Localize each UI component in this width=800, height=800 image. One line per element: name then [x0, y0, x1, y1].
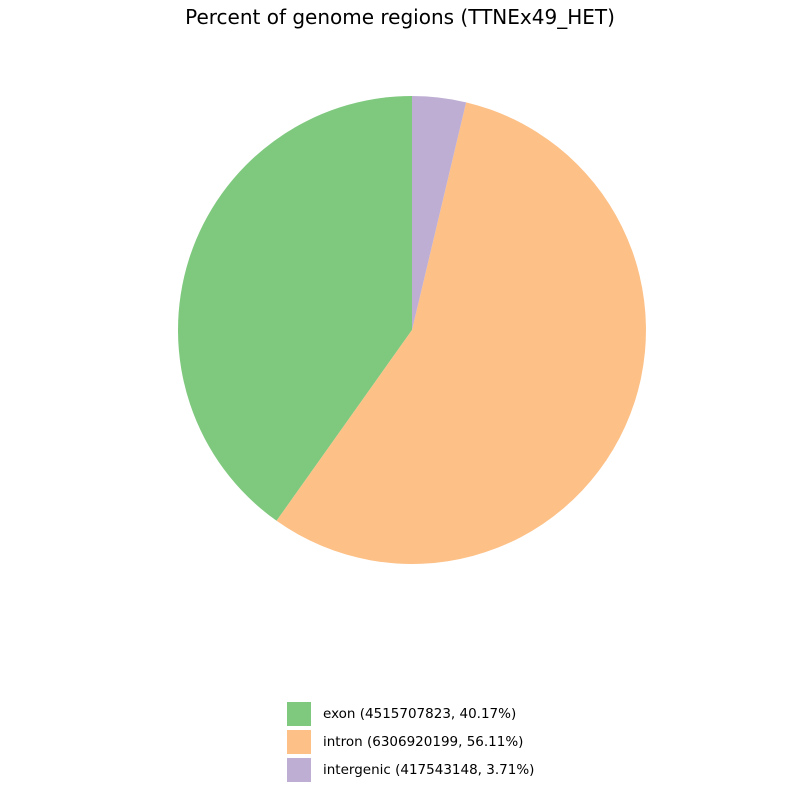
legend-swatch-exon	[287, 702, 311, 726]
legend-label-intergenic: intergenic (417543148, 3.71%)	[323, 762, 535, 778]
legend: exon (4515707823, 40.17%) intron (630692…	[287, 700, 534, 784]
legend-label-exon: exon (4515707823, 40.17%)	[323, 706, 517, 722]
chart-title: Percent of genome regions (TTNEx49_HET)	[185, 5, 615, 29]
legend-item-intergenic: intergenic (417543148, 3.71%)	[287, 756, 534, 784]
pie-slice-intergenic	[412, 96, 467, 330]
legend-item-exon: exon (4515707823, 40.17%)	[287, 700, 534, 728]
legend-label-intron: intron (6306920199, 56.11%)	[323, 734, 524, 750]
pie-slices	[177, 96, 646, 564]
legend-item-intron: intron (6306920199, 56.11%)	[287, 728, 534, 756]
pie-slice-intron	[276, 102, 646, 564]
pie-slice-exon	[177, 96, 412, 521]
legend-swatch-intron	[287, 730, 311, 754]
legend-swatch-intergenic	[287, 758, 311, 782]
